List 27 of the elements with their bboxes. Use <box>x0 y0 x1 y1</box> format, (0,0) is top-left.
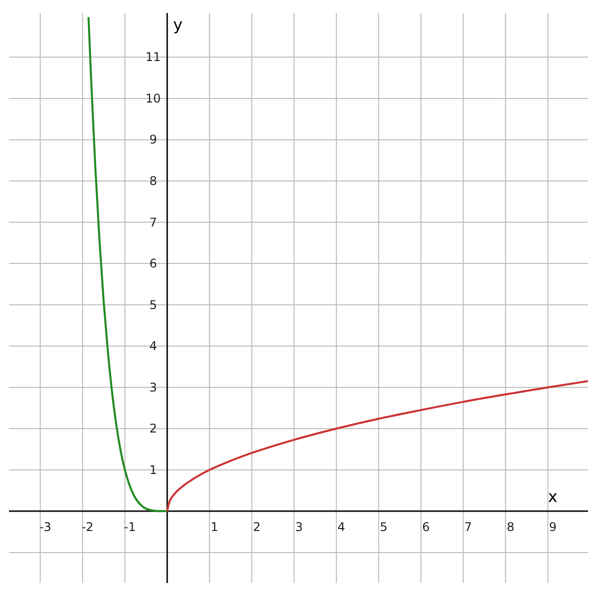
x-tick-label: 9 <box>549 520 557 534</box>
y-tick-label: 5 <box>149 298 157 312</box>
y-tick-label: 10 <box>146 91 161 106</box>
x-axis-title: x <box>548 487 558 506</box>
y-tick-label: 4 <box>149 339 157 354</box>
x-tick-label: 7 <box>464 520 472 534</box>
x-tick-label: 8 <box>506 520 514 534</box>
y-axis-title: y <box>173 15 183 34</box>
y-tick-label: 8 <box>149 174 157 188</box>
y-tick-label: 11 <box>146 50 161 64</box>
x-tick-label: -3 <box>39 520 52 534</box>
x-tick-label: 6 <box>422 520 430 534</box>
x-tick-label: 4 <box>338 520 346 534</box>
y-tick-label: 2 <box>149 422 157 436</box>
x-tick-label: 5 <box>380 520 388 534</box>
y-tick-label: 9 <box>149 132 157 147</box>
y-tick-label: 3 <box>149 380 157 394</box>
x-tick-label: 2 <box>252 520 261 534</box>
line-series <box>88 16 168 512</box>
y-tick-label: 7 <box>149 215 157 230</box>
x-tick-label: -2 <box>82 520 94 534</box>
y-tick-label: 6 <box>149 256 157 271</box>
line-series <box>166 380 588 512</box>
x-tick-label: 1 <box>210 520 218 534</box>
y-tick-label: 1 <box>149 462 157 477</box>
x-tick-label: -1 <box>124 520 136 534</box>
x-tick-label: 3 <box>295 520 303 534</box>
